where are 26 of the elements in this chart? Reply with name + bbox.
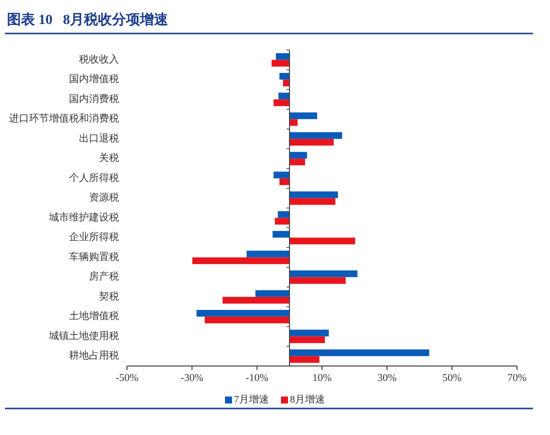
legend-label: 7月增速	[234, 394, 269, 406]
x-tick-label: -30%	[180, 373, 204, 384]
x-tick-label: -10%	[246, 373, 269, 384]
y-tick-label: 关税	[99, 152, 119, 164]
y-tick-label: 国内消费税	[69, 92, 119, 105]
y-tick-label: 房产税	[89, 270, 119, 283]
x-tick-label: 10%	[312, 373, 332, 384]
y-tick-label: 车辆购置税	[69, 250, 119, 263]
x-tick-label: 30%	[377, 373, 397, 384]
x-tick-label: -50%	[116, 373, 139, 384]
x-tick-label: 50%	[442, 373, 462, 384]
y-tick-label: 城市维护建设税	[48, 211, 119, 224]
y-tick-label: 国内增值税	[69, 73, 119, 86]
y-tick-label: 城镇土地使用税	[48, 330, 119, 342]
y-tick-label: 耕地占用税	[69, 350, 119, 362]
y-tick-label: 土地增值税	[69, 310, 119, 322]
chart-title: 图表 10 8月税收分项增速	[7, 11, 169, 28]
y-tick-label: 企业所得税	[69, 231, 119, 244]
y-tick-label: 个人所得税	[69, 172, 119, 184]
y-tick-label: 进口环节增值税和消费税	[9, 112, 119, 125]
y-tick-label: 税收收入	[79, 53, 119, 66]
y-tick-label: 契税	[99, 290, 119, 302]
y-tick-label: 出口退税	[79, 132, 119, 144]
x-tick-label: 70%	[507, 373, 527, 384]
legend-label: 8月增速	[290, 394, 325, 406]
y-tick-label: 资源税	[89, 192, 119, 204]
